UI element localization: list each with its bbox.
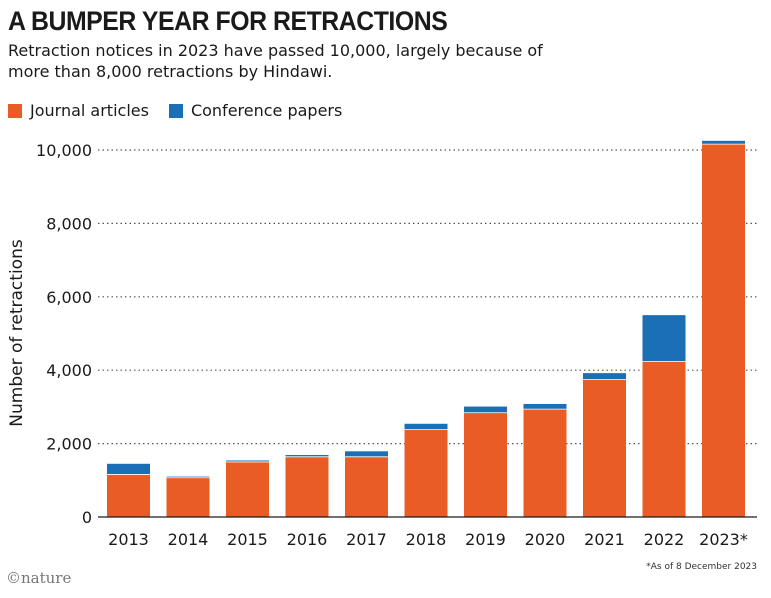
bar-journal-articles xyxy=(464,412,507,517)
bar-journal-articles xyxy=(285,456,329,517)
x-tick-label: 2017 xyxy=(346,530,387,549)
bar-conference-papers xyxy=(583,373,626,380)
x-tick-label: 2021 xyxy=(584,530,625,549)
y-axis: 0 2,000 4,000 6,000 8,000 10,000 xyxy=(36,141,92,527)
y-axis-label: Number of retractions xyxy=(7,239,27,427)
x-tick-label: 2018 xyxy=(406,530,447,549)
bar-journal-articles xyxy=(583,379,626,517)
chart-title: A BUMPER YEAR FOR RETRACTIONS xyxy=(8,6,448,36)
bar-journal-articles xyxy=(226,461,269,517)
legend-label-journal: Journal articles xyxy=(30,101,149,120)
x-axis: 2013 2014 2015 2016 2017 2018 2019 2020 2021 2022… xyxy=(108,530,748,549)
bar-conference-papers xyxy=(285,454,329,457)
x-tick-label: 2020 xyxy=(525,530,566,549)
bar-journal-articles xyxy=(345,456,388,517)
x-tick-label: 2014 xyxy=(168,530,209,549)
bar-journal-articles xyxy=(404,429,448,517)
bar-journal-articles xyxy=(702,144,745,518)
legend-item-journal: Journal articles xyxy=(8,101,149,120)
bar-conference-papers xyxy=(166,476,210,478)
y-tick-label: 8,000 xyxy=(46,214,92,233)
footnote: *As of 8 December 2023 xyxy=(646,562,757,572)
legend-swatch-conference xyxy=(168,103,183,118)
y-tick-label: 10,000 xyxy=(36,141,92,160)
bar-conference-papers xyxy=(464,406,507,413)
bar-conference-papers xyxy=(226,460,269,462)
x-tick-label: 2015 xyxy=(227,530,268,549)
bar-journal-articles xyxy=(107,474,150,517)
legend: Journal articles Conference papers xyxy=(8,101,362,120)
nature-credit: ©nature xyxy=(6,569,72,587)
legend-label-conference: Conference papers xyxy=(190,101,343,120)
x-tick-label: 2016 xyxy=(287,530,328,549)
bar-conference-papers xyxy=(404,423,448,430)
bar-journal-articles xyxy=(642,361,686,517)
chart-subtitle: Retraction notices in 2023 have passed 1… xyxy=(8,41,543,81)
bar-conference-papers xyxy=(107,463,150,475)
bar-conference-papers xyxy=(702,140,745,145)
bar-journal-articles xyxy=(166,477,210,517)
y-tick-label: 4,000 xyxy=(46,361,92,380)
bars xyxy=(107,140,745,518)
x-tick-label: 2022 xyxy=(644,530,685,549)
y-tick-label: 2,000 xyxy=(46,435,92,454)
bar-conference-papers xyxy=(642,315,686,362)
x-tick-label: 2019 xyxy=(465,530,506,549)
legend-item-conference: Conference papers xyxy=(168,101,343,120)
bar-conference-papers xyxy=(345,451,388,457)
y-tick-label: 6,000 xyxy=(46,288,92,307)
x-tick-label: 2013 xyxy=(108,530,149,549)
legend-swatch-journal xyxy=(8,103,22,118)
bar-journal-articles xyxy=(523,409,567,517)
y-tick-label: 0 xyxy=(82,508,92,527)
x-tick-label: 2023* xyxy=(699,530,748,549)
bar-conference-papers xyxy=(523,403,567,410)
